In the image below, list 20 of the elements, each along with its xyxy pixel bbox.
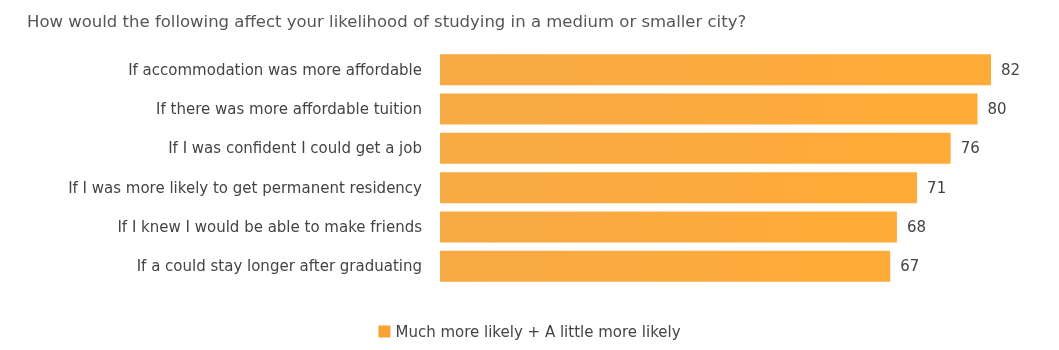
legend-label: Much more likely + A little more likely	[395, 322, 681, 341]
data-label: 82	[1001, 60, 1021, 79]
y-tick-label: If there was more affordable tuition	[156, 100, 422, 118]
bar	[440, 250, 891, 282]
bar	[440, 93, 978, 125]
y-tick-label: If I was more likely to get permanent residency	[68, 178, 423, 197]
y-tick-label: If I knew I would be able to make friends	[117, 218, 423, 236]
y-tick-label: If a could stay longer after graduating	[136, 257, 422, 276]
data-label: 68	[906, 218, 927, 236]
bar	[440, 54, 991, 86]
y-tick-label: If I was confident I could get a job	[168, 139, 422, 158]
data-label: 67	[900, 257, 920, 276]
chart-title: How would the following affect your likelihood of studying in a medium or smaller city?	[27, 12, 747, 31]
data-label: 71	[927, 178, 947, 197]
data-label: 80	[987, 100, 1007, 118]
y-tick-label: If accommodation was more affordable	[128, 60, 422, 79]
bar	[440, 132, 951, 164]
data-label: 76	[960, 139, 980, 158]
bar	[440, 211, 897, 243]
bar	[440, 172, 918, 204]
